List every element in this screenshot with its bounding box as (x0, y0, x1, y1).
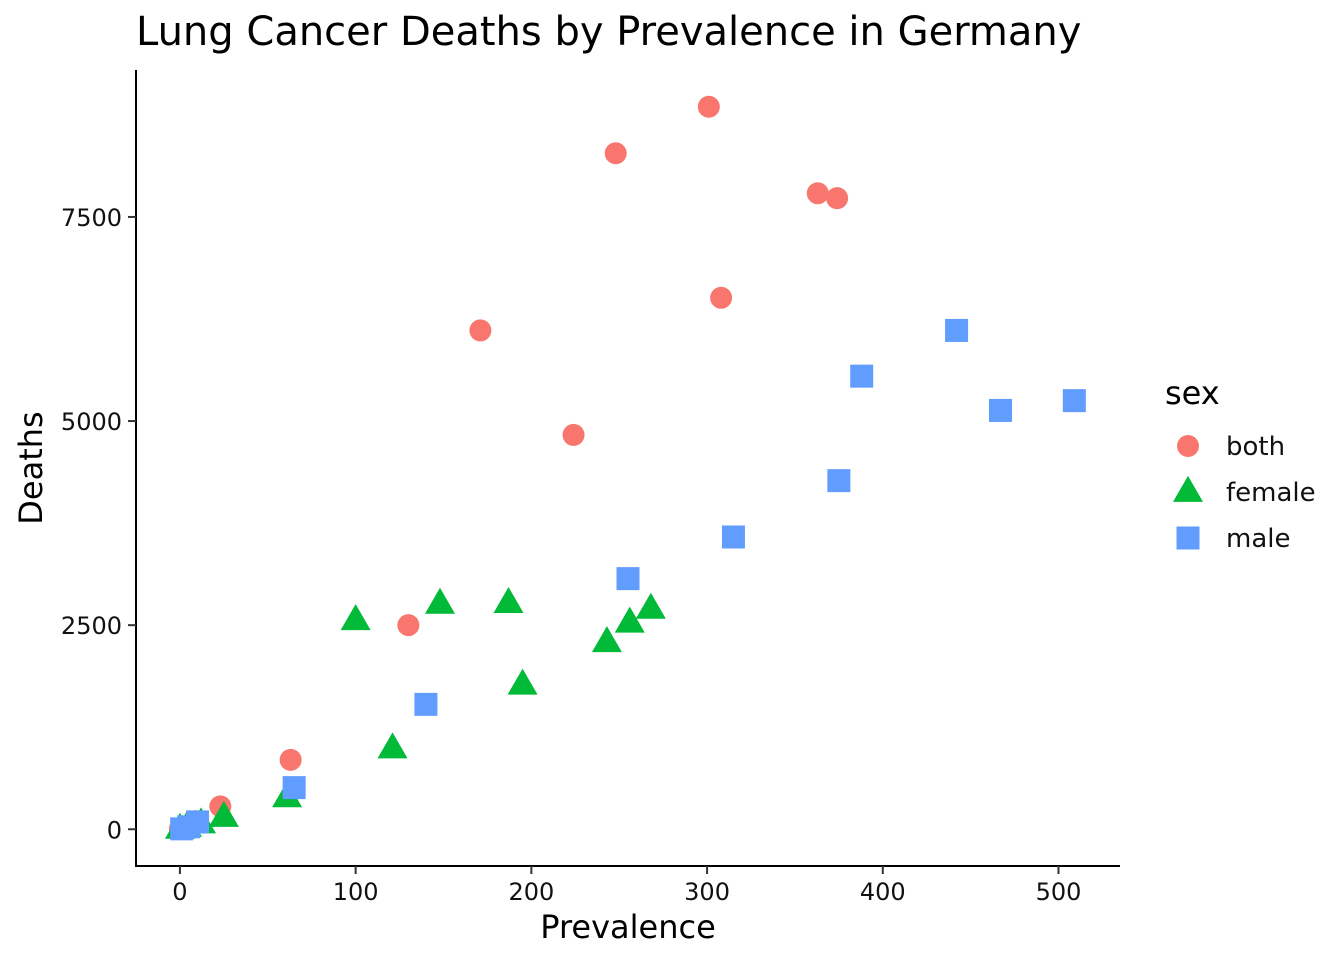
legend-title: sex (1165, 374, 1220, 412)
point-female-6 (507, 668, 538, 695)
x-tick-label: 300 (684, 878, 730, 906)
point-female-2 (340, 604, 371, 631)
point-female-4 (614, 606, 645, 633)
y-axis-ticks: 0 2500 5000 7500 (61, 204, 136, 844)
legend-item-female: female (1173, 475, 1316, 508)
y-tick-label: 7500 (61, 204, 122, 232)
point-both-4 (710, 286, 733, 309)
legend-label-both: both (1226, 432, 1285, 462)
point-male-3 (989, 398, 1013, 422)
point-both-5 (469, 319, 492, 342)
x-axis-ticks: 0 100 200 300 400 500 (172, 866, 1081, 906)
legend-label-male: male (1226, 524, 1290, 554)
point-male-2 (1062, 389, 1086, 413)
point-male-7 (414, 692, 438, 716)
legend-key-male (1176, 526, 1200, 550)
point-male-6 (616, 567, 640, 591)
point-both-2 (806, 182, 829, 205)
x-tick-label: 500 (1036, 878, 1082, 906)
point-male-11 (170, 817, 194, 841)
chart-title: Lung Cancer Deaths by Prevalence in Germ… (136, 9, 1081, 55)
x-tick-label: 400 (860, 878, 906, 906)
x-tick-label: 0 (172, 878, 187, 906)
point-both-3 (826, 187, 849, 210)
point-male-1 (850, 364, 874, 388)
point-female-9 (208, 800, 239, 827)
point-male-5 (721, 525, 745, 549)
point-male-0 (945, 318, 969, 342)
point-female-5 (591, 626, 622, 653)
point-female-3 (635, 592, 666, 619)
point-both-7 (397, 614, 420, 637)
point-male-8 (282, 776, 306, 800)
y-tick-label: 0 (107, 816, 122, 844)
point-both-1 (604, 142, 627, 165)
legend-label-female: female (1226, 478, 1316, 508)
y-tick-label: 2500 (61, 612, 122, 640)
legend: sex both female male (1165, 374, 1316, 554)
point-female-0 (424, 587, 455, 614)
y-axis-title: Deaths (12, 411, 50, 524)
legend-key-both (1177, 435, 1199, 457)
series-both (168, 95, 849, 840)
point-female-1 (493, 586, 524, 613)
plot-area (164, 95, 1086, 841)
x-tick-label: 200 (508, 878, 554, 906)
point-both-6 (562, 423, 585, 446)
legend-item-both: both (1177, 432, 1285, 462)
x-tick-label: 100 (333, 878, 379, 906)
point-male-4 (827, 469, 851, 493)
point-both-0 (697, 95, 720, 118)
point-female-7 (377, 732, 408, 759)
legend-key-female (1173, 475, 1203, 502)
y-tick-label: 5000 (61, 408, 122, 436)
point-both-8 (279, 748, 302, 771)
legend-item-male: male (1176, 524, 1290, 554)
x-axis-title: Prevalence (540, 908, 716, 946)
series-male (170, 318, 1086, 841)
